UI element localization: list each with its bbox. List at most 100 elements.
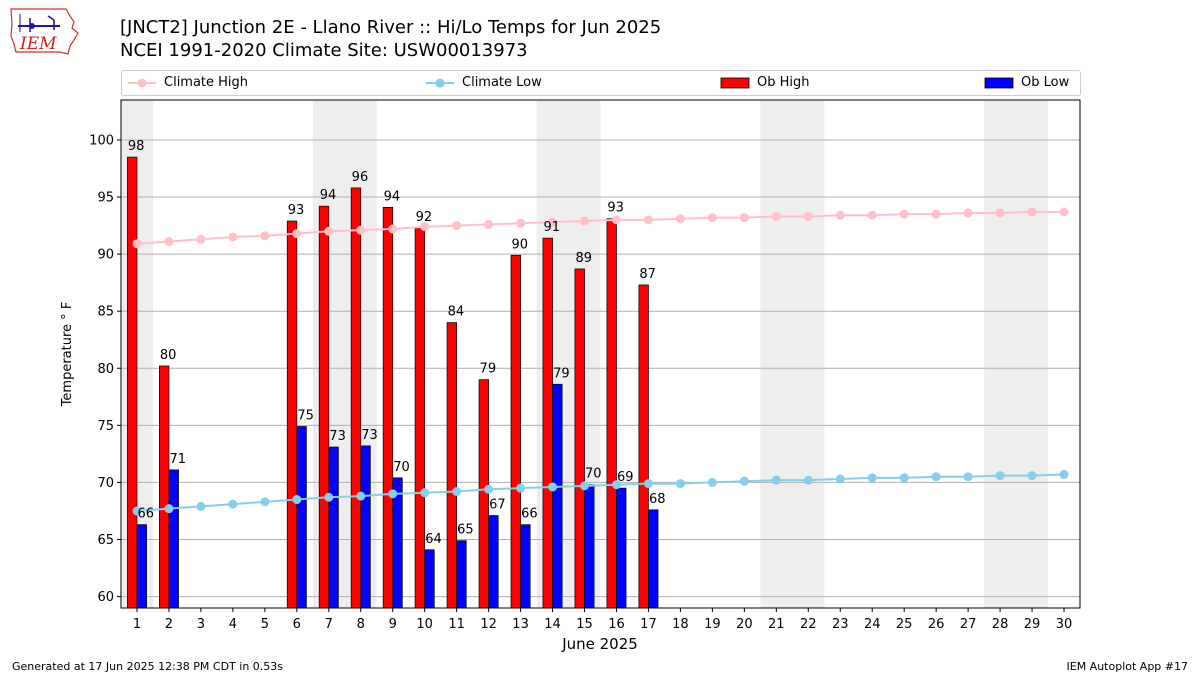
climate-low-point: [771, 475, 781, 485]
ob-high-bar: [606, 218, 617, 609]
climate-low-line: [136, 473, 1065, 512]
x-tick-label: 3: [197, 617, 205, 632]
climate-low-point: [196, 501, 206, 511]
x-tick-label: 30: [1056, 617, 1073, 632]
climate-low-point: [1059, 469, 1069, 479]
climate-high-point: [484, 219, 494, 229]
ob-low-bar: [360, 445, 371, 609]
ob-low-bar: [456, 540, 467, 609]
ob-high-bar: [286, 220, 298, 609]
ob-high-bar: [159, 365, 170, 609]
ob-high-label: 90: [512, 237, 529, 252]
ob-high-bar: [478, 379, 489, 609]
climate-low-point: [228, 499, 238, 509]
x-tick-label: 6: [293, 617, 301, 632]
ob-high-label: 87: [639, 267, 656, 282]
y-tick-label: 95: [97, 191, 114, 206]
x-tick-label: 16: [608, 617, 625, 632]
ob-high-label: 93: [288, 203, 305, 218]
y-tick-label: 90: [97, 248, 114, 263]
x-tick-label: 24: [864, 617, 881, 632]
ob-high-label: 93: [607, 201, 624, 216]
climate-high-point: [548, 217, 558, 227]
x-tick-label: 2: [165, 617, 173, 632]
climate-high-line: [136, 210, 1065, 245]
climate-lines: [132, 207, 1069, 516]
ob-low-bar: [488, 515, 499, 609]
climate-low-point: [739, 476, 749, 486]
climate-low-point: [867, 473, 877, 483]
x-axis-label: June 2025: [561, 635, 638, 653]
x-tick-label: 25: [896, 617, 913, 632]
x-tick-label: 26: [928, 617, 945, 632]
climate-high-point: [420, 222, 430, 232]
ob-low-label: 67: [489, 498, 506, 513]
legend-label: Climate High: [164, 75, 249, 90]
weekend-band: [984, 100, 1049, 608]
chart-title: [JNCT2] Junction 2E - Llano River :: Hi/…: [120, 17, 662, 38]
climate-high-point: [356, 225, 366, 235]
ob-low-label: 66: [521, 507, 538, 522]
ob-low-bar: [584, 484, 595, 609]
ob-high-label: 89: [575, 251, 592, 266]
climate-high-point: [963, 208, 973, 218]
bar-series: [127, 156, 659, 609]
climate-low-point: [356, 491, 366, 501]
x-tick-label: 4: [229, 617, 237, 632]
x-tick-label: 22: [800, 617, 817, 632]
ob-high-label: 94: [384, 189, 401, 204]
ob-high-label: 94: [320, 188, 337, 203]
climate-low-point: [643, 479, 653, 489]
ob-high-bar: [382, 206, 394, 609]
ob-low-label: 69: [617, 470, 634, 485]
x-tick-label: 23: [832, 617, 849, 632]
ob-low-label: 70: [585, 467, 602, 482]
climate-low-point: [324, 492, 334, 502]
climate-high-point: [228, 232, 238, 242]
climate-low-point: [707, 477, 717, 487]
x-tick-label: 17: [640, 617, 657, 632]
x-tick-label: 29: [1024, 617, 1041, 632]
climate-low-point: [516, 483, 526, 493]
iem-logo-icon: [10, 8, 79, 55]
ob-high-label: 79: [480, 362, 497, 377]
legend-label: Ob High: [757, 75, 810, 90]
climate-low-point: [164, 504, 174, 514]
climate-low-point: [835, 474, 845, 484]
ob-high-bar: [638, 284, 649, 609]
x-tick-label: 1: [133, 617, 141, 632]
y-tick-label: 70: [97, 476, 114, 491]
climate-low-point: [420, 488, 430, 498]
climate-high-point: [707, 213, 717, 223]
ob-high-label: 96: [352, 170, 369, 185]
y-gridlines: [121, 139, 1080, 598]
ob-high-bar: [350, 187, 362, 609]
ob-low-label: 65: [457, 523, 474, 538]
climate-high-point: [292, 229, 302, 239]
climate-low-point: [132, 506, 142, 516]
ob-low-bar: [168, 469, 179, 609]
climate-high-point: [260, 231, 270, 241]
ob-high-bar: [542, 237, 553, 609]
climate-high-point: [388, 224, 398, 234]
climate-high-point: [196, 234, 206, 244]
x-tick-label: 5: [261, 617, 269, 632]
x-tick-label: 14: [544, 617, 561, 632]
ob-high-bar: [318, 205, 330, 609]
climate-high-point: [643, 215, 653, 225]
x-tick-label: 13: [512, 617, 529, 632]
legend-ob-high-swatch: [720, 77, 750, 89]
climate-low-point: [611, 480, 621, 490]
climate-high-point: [324, 226, 334, 236]
y-tick-label: 85: [97, 305, 114, 320]
climate-low-point: [803, 475, 813, 485]
ob-low-label: 73: [361, 428, 378, 443]
iem-logo-text: IEM: [20, 34, 57, 54]
ob-high-label: 91: [543, 220, 560, 235]
climate-low-point: [452, 487, 462, 497]
ob-low-label: 79: [553, 366, 570, 381]
chart-subtitle: NCEI 1991-2020 Climate Site: USW00013973: [120, 40, 528, 61]
x-tick-label: 28: [992, 617, 1009, 632]
x-tick-label: 20: [736, 617, 753, 632]
